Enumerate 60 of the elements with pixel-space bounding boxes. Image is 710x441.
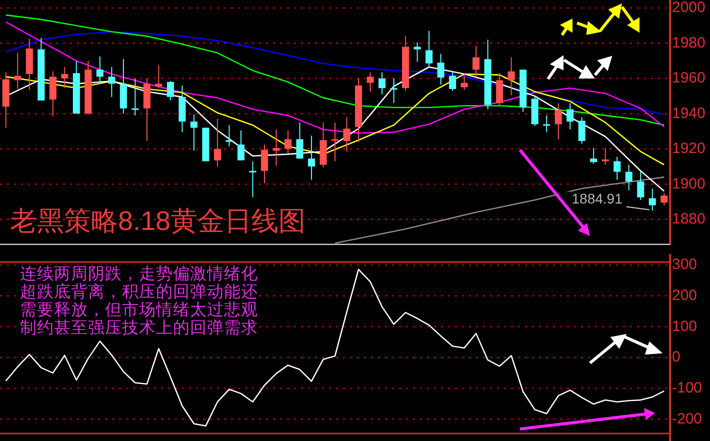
annotation: 需要释放，但市场情绪太过悲观 bbox=[20, 300, 258, 319]
candlestick bbox=[49, 70, 56, 117]
candlestick bbox=[378, 72, 386, 95]
candlestick bbox=[308, 135, 316, 180]
candlestick bbox=[155, 64, 162, 89]
candlestick bbox=[132, 78, 139, 116]
annotation: 制约甚至强压技术上的回弹需求 bbox=[20, 318, 258, 337]
annotation: 连续两周阴跌，走势偏激情绪化 bbox=[20, 264, 258, 283]
annotation: 1884.91 bbox=[572, 190, 623, 207]
candlestick bbox=[648, 188, 656, 212]
candlestick bbox=[460, 72, 468, 90]
candlestick bbox=[331, 122, 339, 162]
candlestick bbox=[578, 116, 586, 144]
candlestick bbox=[449, 70, 456, 92]
candlestick bbox=[472, 45, 480, 78]
candlestick bbox=[214, 118, 221, 168]
annotation: 超跌底背离，积压的回弹动能还 bbox=[20, 282, 258, 301]
candlestick bbox=[343, 116, 350, 152]
candlestick bbox=[284, 130, 292, 154]
candlestick bbox=[390, 78, 398, 104]
candlestick bbox=[508, 56, 515, 96]
y-tick-label: 0 bbox=[672, 348, 680, 366]
candlestick bbox=[426, 30, 433, 68]
candlestick bbox=[190, 114, 198, 152]
candlestick bbox=[590, 148, 598, 164]
text: 老黑策略8.18黄金日线图 bbox=[10, 205, 306, 238]
candlestick bbox=[166, 80, 174, 101]
y-tick-label: 200 bbox=[672, 287, 698, 304]
candlestick bbox=[61, 66, 68, 89]
y-tick-label: 1960 bbox=[672, 70, 706, 87]
candlestick bbox=[637, 171, 644, 200]
y-tick-label: 100 bbox=[672, 318, 698, 335]
candlestick bbox=[108, 66, 116, 98]
y-tick-label: -200 bbox=[672, 410, 702, 428]
candlestick bbox=[272, 129, 280, 166]
candlestick bbox=[554, 102, 562, 140]
y-tick-label: 1900 bbox=[672, 175, 706, 192]
y-tick-label: 1940 bbox=[672, 104, 706, 122]
y-tick-label: -100 bbox=[672, 379, 702, 396]
candlestick bbox=[437, 53, 444, 86]
candlestick bbox=[14, 52, 22, 90]
y-tick-label: 300 bbox=[672, 256, 698, 274]
candlestick bbox=[226, 124, 233, 147]
candlestick bbox=[660, 192, 668, 206]
candlestick bbox=[237, 130, 244, 161]
candlestick bbox=[543, 114, 550, 133]
candlestick bbox=[566, 102, 574, 130]
candlestick bbox=[414, 42, 421, 62]
candlestick bbox=[96, 56, 104, 84]
candlestick bbox=[496, 72, 504, 106]
candlestick bbox=[260, 144, 268, 184]
y-tick-label: 2000 bbox=[672, 0, 706, 16]
candlestick bbox=[296, 122, 304, 160]
y-tick-label: 1980 bbox=[672, 34, 706, 52]
y-tick-label: 1880 bbox=[672, 210, 706, 228]
candlestick bbox=[625, 164, 632, 191]
candlestick bbox=[366, 72, 374, 92]
candlestick bbox=[614, 156, 621, 180]
y-tick-label: 1920 bbox=[672, 140, 706, 158]
candlestick bbox=[249, 160, 256, 198]
